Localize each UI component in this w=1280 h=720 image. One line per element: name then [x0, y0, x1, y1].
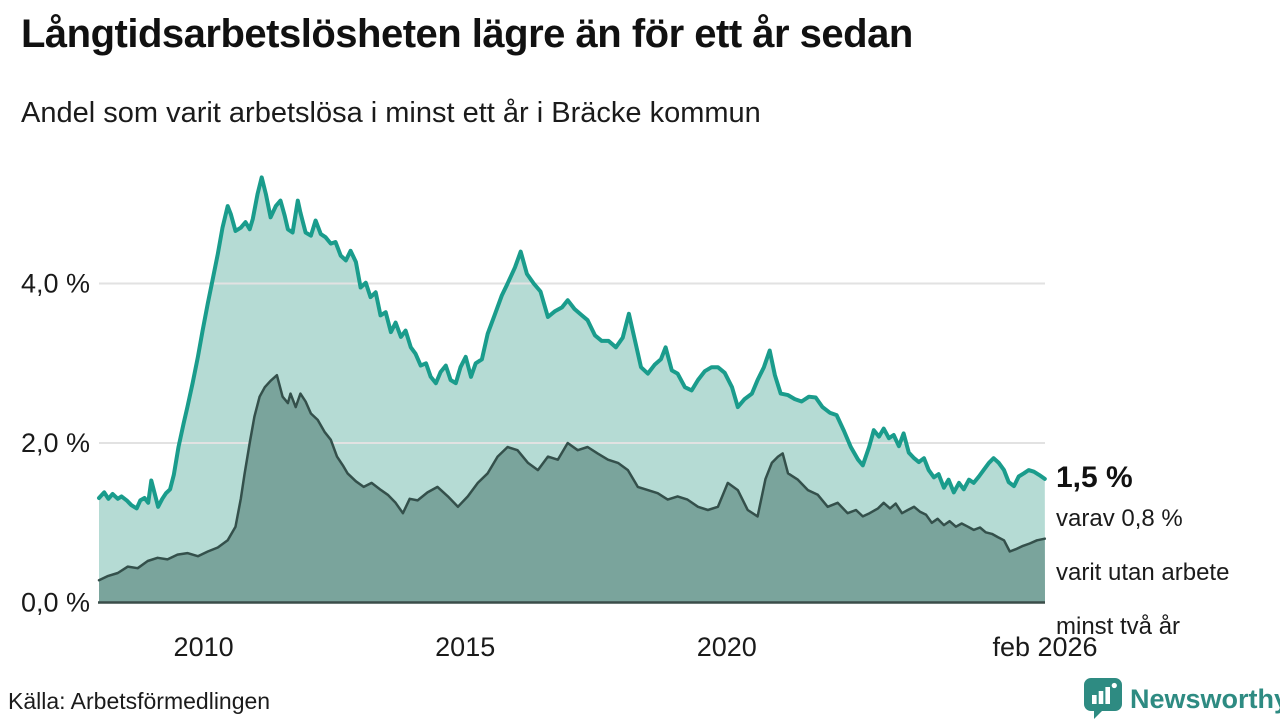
y-tick-label-2,0 %: 2,0 % [21, 428, 90, 458]
newsworthy-chart-bubble-icon [1084, 678, 1122, 719]
detail-line-1: varav 0,8 % [1056, 505, 1183, 532]
area-fill-two-years [99, 375, 1045, 603]
y-tick-label-0,0 %: 0,0 % [21, 588, 90, 618]
line-two-years [97, 373, 1047, 582]
line-one-year [97, 175, 1047, 511]
detail-line-3: minst två år [1056, 613, 1181, 640]
y-tick-label-4,0 %: 4,0 % [21, 269, 90, 299]
source-label: Källa: Arbetsförmedlingen [8, 688, 271, 714]
page-title: Långtidsarbetslösheten lägre än för ett … [21, 12, 913, 56]
newsworthy-logo: Newsworthy [1083, 677, 1280, 720]
series-end-value-label: 1,5 % [1056, 461, 1133, 494]
x-tick-label-2015: 2015 [435, 632, 495, 662]
x-tick-label-2020: 2020 [697, 632, 757, 662]
newsworthy-wordmark: Newsworthy [1130, 683, 1280, 714]
series-end-detail-label: varav 0,8 % varit utan arbete minst två … [1056, 505, 1229, 640]
detail-line-2: varit utan arbete [1056, 559, 1230, 586]
page-subtitle: Andel som varit arbetslösa i minst ett å… [21, 97, 761, 129]
x-tick-label-2010: 2010 [174, 632, 234, 662]
x-tick-label-feb 2026: feb 2026 [992, 632, 1097, 662]
